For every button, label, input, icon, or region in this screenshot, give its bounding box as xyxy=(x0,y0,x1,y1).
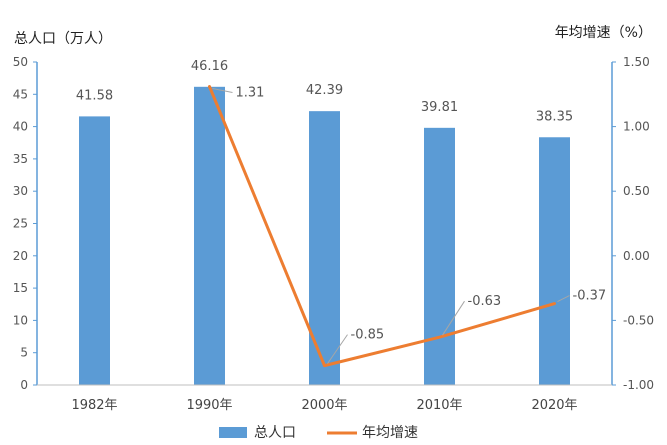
right-axis: -1.00 -0.50 0.00 0.50 1.00 1.50 xyxy=(611,55,654,392)
left-tick-label: 45 xyxy=(13,87,28,101)
bar-data-label: 39.81 xyxy=(421,100,458,115)
data-labels: 41.58 46.16 42.39 39.81 38.35 1.31 -0.85 -0.63 -… xyxy=(76,59,606,364)
x-tick-label: 1990年 xyxy=(186,398,232,413)
bar-data-label: 42.39 xyxy=(306,83,343,98)
left-tick-label: 40 xyxy=(13,120,28,134)
left-tick-label: 10 xyxy=(13,313,28,327)
left-tick-label: 0 xyxy=(20,378,28,392)
right-tick-label: 0.50 xyxy=(623,184,650,198)
line-label-leader xyxy=(327,334,348,364)
left-tick-label: 25 xyxy=(13,217,28,231)
x-axis: 1982年 1990年 2000年 2010年 2020年 xyxy=(37,384,612,413)
left-tick-label: 15 xyxy=(13,281,28,295)
left-tick-label: 35 xyxy=(13,152,28,166)
right-tick-label: -0.50 xyxy=(623,313,654,327)
left-tick-label: 30 xyxy=(13,184,28,198)
left-axis-title: 总人口（万人） xyxy=(14,31,112,47)
line-data-label: -0.37 xyxy=(573,289,607,304)
line-series xyxy=(208,85,556,368)
line-data-label: 1.31 xyxy=(236,86,265,101)
right-axis-title: 年均增速（%） xyxy=(555,25,652,41)
left-tick-label: 50 xyxy=(13,55,28,69)
right-tick-label: 1.00 xyxy=(623,120,650,134)
bar xyxy=(79,116,110,386)
line-data-label: -0.85 xyxy=(351,328,385,343)
legend: 总人口 年均增速 xyxy=(219,425,418,441)
left-tick-label: 20 xyxy=(13,249,28,263)
x-tick-label: 2010年 xyxy=(416,398,462,413)
legend-bar-swatch xyxy=(219,427,247,438)
line-data-label: -0.63 xyxy=(468,294,502,309)
bar-series xyxy=(79,86,570,386)
left-axis: 0 5 10 15 20 25 30 35 40 45 50 xyxy=(13,55,38,392)
bar-data-label: 46.16 xyxy=(191,59,228,74)
bar-data-label: 38.35 xyxy=(536,109,573,124)
right-tick-label: 0.00 xyxy=(623,249,650,263)
line-label-leader xyxy=(442,300,465,336)
line-label-leader xyxy=(212,88,233,94)
bar-data-label: 41.58 xyxy=(76,88,113,103)
x-tick-label: 1982年 xyxy=(71,398,117,413)
left-tick-label: 5 xyxy=(20,346,28,360)
bar xyxy=(194,86,225,385)
bar xyxy=(424,127,455,386)
bar xyxy=(309,111,340,386)
legend-line-label: 年均增速 xyxy=(362,425,418,441)
right-tick-label: 1.50 xyxy=(623,55,650,69)
line-path xyxy=(208,85,556,368)
right-tick-label: -1.00 xyxy=(623,378,654,392)
line-label-leader xyxy=(557,295,570,303)
x-tick-label: 2020年 xyxy=(531,398,577,413)
bar xyxy=(539,137,570,385)
legend-bar-label: 总人口 xyxy=(254,425,296,441)
x-tick-label: 2000年 xyxy=(301,398,347,413)
